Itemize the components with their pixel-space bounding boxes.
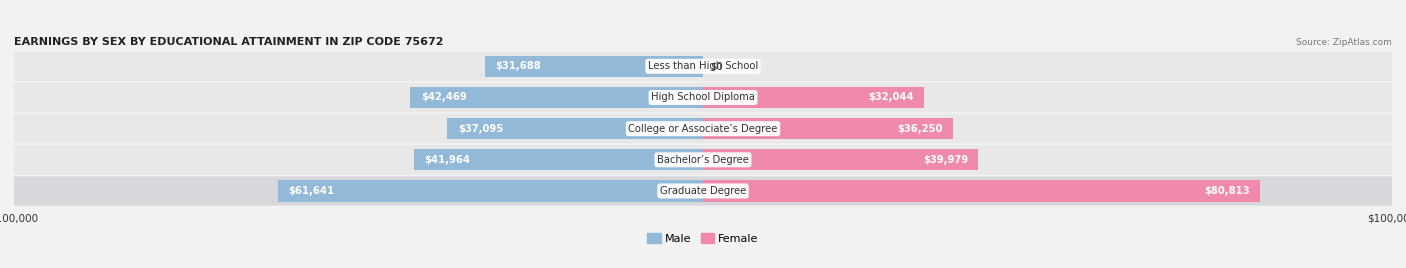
Bar xyxy=(411,87,703,108)
Text: College or Associate’s Degree: College or Associate’s Degree xyxy=(628,124,778,134)
FancyBboxPatch shape xyxy=(14,83,1392,112)
Bar xyxy=(703,180,1260,202)
FancyBboxPatch shape xyxy=(14,114,1392,143)
FancyBboxPatch shape xyxy=(14,52,1392,81)
Text: $32,044: $32,044 xyxy=(868,92,914,102)
Bar xyxy=(485,56,703,77)
Bar xyxy=(413,149,703,170)
Text: $39,979: $39,979 xyxy=(922,155,969,165)
Text: Source: ZipAtlas.com: Source: ZipAtlas.com xyxy=(1296,38,1392,47)
Text: High School Diploma: High School Diploma xyxy=(651,92,755,102)
Bar xyxy=(703,118,953,139)
Text: Less than High School: Less than High School xyxy=(648,61,758,71)
Bar xyxy=(703,87,924,108)
Bar xyxy=(703,149,979,170)
Text: $31,688: $31,688 xyxy=(495,61,541,71)
Text: Graduate Degree: Graduate Degree xyxy=(659,186,747,196)
Text: $42,469: $42,469 xyxy=(420,92,467,102)
FancyBboxPatch shape xyxy=(14,176,1392,206)
Text: EARNINGS BY SEX BY EDUCATIONAL ATTAINMENT IN ZIP CODE 75672: EARNINGS BY SEX BY EDUCATIONAL ATTAINMEN… xyxy=(14,37,443,47)
FancyBboxPatch shape xyxy=(14,145,1392,174)
Text: $41,964: $41,964 xyxy=(425,155,470,165)
Text: $0: $0 xyxy=(710,61,723,71)
Text: $36,250: $36,250 xyxy=(897,124,942,134)
Bar xyxy=(447,118,703,139)
Text: $80,813: $80,813 xyxy=(1204,186,1250,196)
Legend: Male, Female: Male, Female xyxy=(643,229,763,248)
Text: $61,641: $61,641 xyxy=(288,186,335,196)
Bar xyxy=(278,180,703,202)
Text: Bachelor’s Degree: Bachelor’s Degree xyxy=(657,155,749,165)
Text: $37,095: $37,095 xyxy=(458,124,503,134)
